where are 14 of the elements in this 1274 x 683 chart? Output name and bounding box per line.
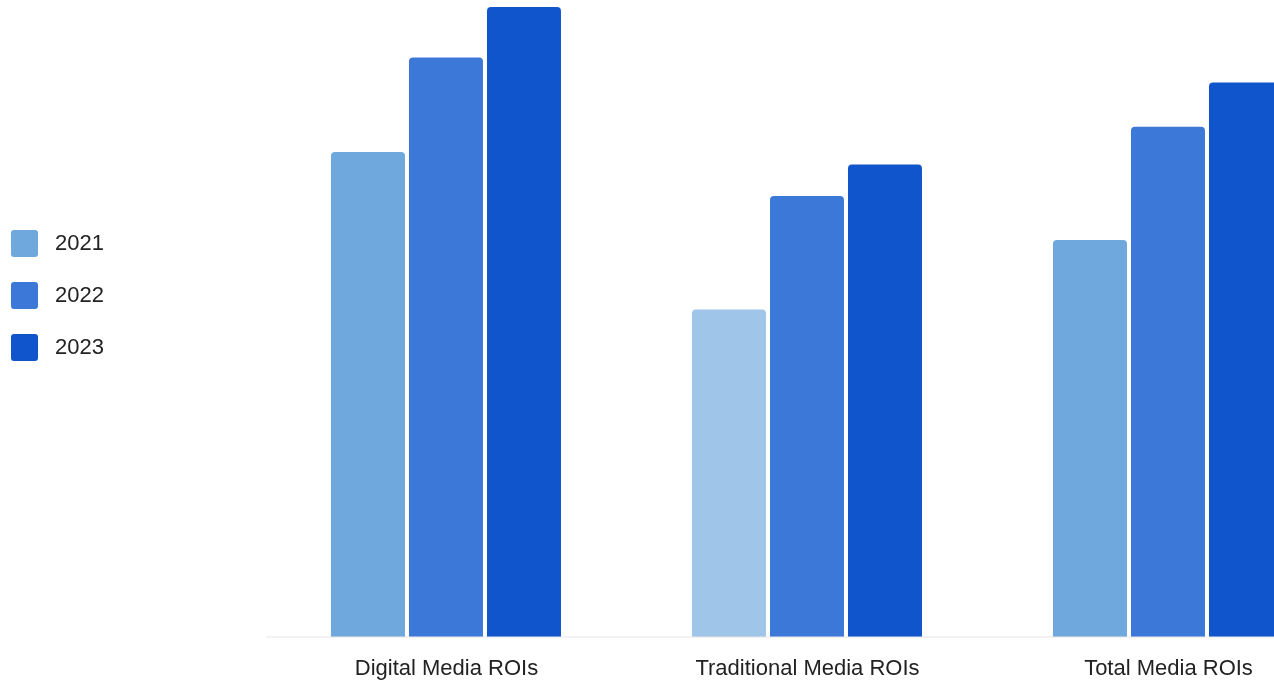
bar xyxy=(1130,126,1205,637)
bar xyxy=(408,57,483,637)
bar xyxy=(486,7,561,637)
bar xyxy=(769,196,844,637)
x-tick-label: Total Media ROIs xyxy=(1084,654,1253,680)
bar xyxy=(847,164,922,637)
legend-label: 2023 xyxy=(55,334,104,360)
legend-label: 2021 xyxy=(55,230,104,256)
legend-label: 2022 xyxy=(55,282,104,308)
x-tick-label: Digital Media ROIs xyxy=(354,654,539,680)
bar xyxy=(330,151,405,637)
bar xyxy=(691,309,766,637)
x-tick-label: Traditional Media ROIs xyxy=(695,654,920,680)
bar xyxy=(1052,240,1127,637)
